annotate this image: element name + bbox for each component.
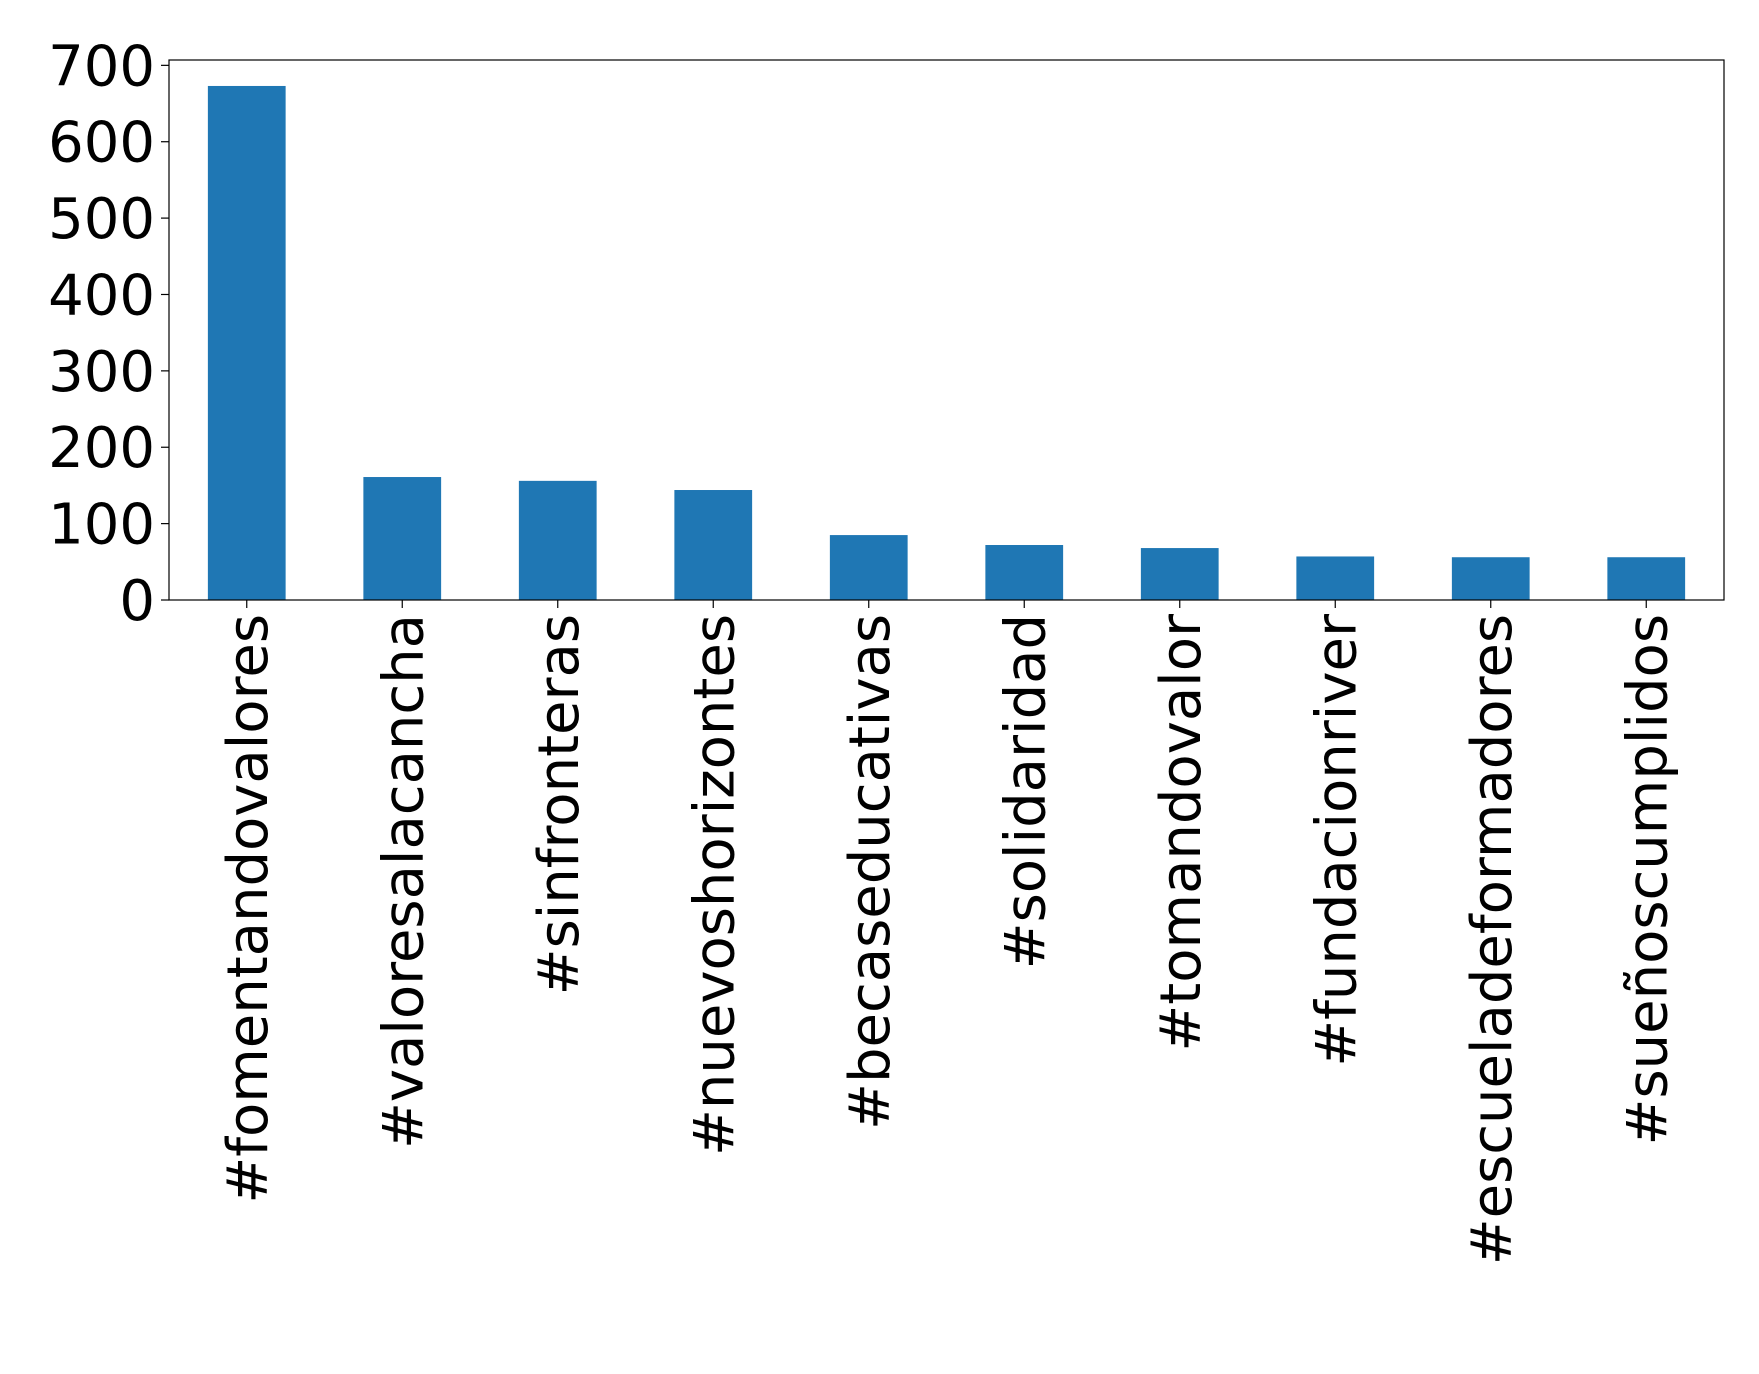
- y-tick-label: 300: [48, 340, 155, 405]
- y-tick-label: 600: [48, 111, 155, 176]
- plot-frame: [168, 59, 1725, 601]
- x-tick-label: #fundacionriver: [1304, 613, 1369, 1067]
- bar: [518, 480, 597, 600]
- x-tick-label: #tomandovalor: [1149, 613, 1214, 1052]
- y-tick-label: 200: [48, 416, 155, 481]
- bar: [1607, 557, 1686, 600]
- x-tick-label: #nuevoshorizontes: [682, 614, 747, 1156]
- y-tick-label: 500: [48, 187, 155, 252]
- y-tick-label: 0: [119, 569, 155, 634]
- bar: [207, 85, 286, 601]
- bar: [1451, 557, 1530, 600]
- x-tick-label: #sueñoscumplidos: [1615, 614, 1680, 1145]
- y-tick-label: 100: [48, 493, 155, 558]
- x-tick-label: #solidaridad: [993, 614, 1058, 969]
- bar: [1140, 548, 1219, 600]
- x-tick-label: #fomentandovalores: [216, 614, 281, 1204]
- x-tick-label: #escueladeformadores: [1460, 614, 1525, 1265]
- bar: [1296, 556, 1375, 600]
- bar: [674, 490, 753, 600]
- bar: [363, 477, 442, 600]
- bar: [985, 545, 1064, 600]
- bar: [829, 535, 908, 600]
- x-tick-label: #valoresalacancha: [371, 614, 436, 1149]
- x-tick-label: #becaseducativas: [838, 614, 903, 1130]
- x-tick-label: #sinfronteras: [527, 614, 592, 995]
- y-tick-label: 400: [48, 263, 155, 328]
- y-tick-label: 700: [48, 34, 155, 99]
